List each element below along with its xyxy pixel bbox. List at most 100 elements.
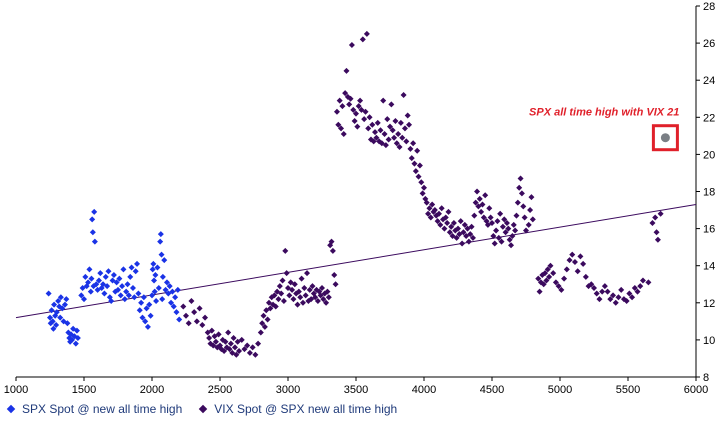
vix-point [279, 277, 286, 284]
x-tick-label: 6000 [684, 384, 708, 396]
vix-point [615, 294, 622, 301]
vix-point [441, 225, 448, 232]
vix-point [370, 138, 377, 145]
vix-point [493, 227, 500, 234]
vix-point [212, 338, 219, 345]
vix-point [208, 327, 215, 334]
vix-point [363, 30, 370, 37]
vix-point [468, 223, 475, 230]
vix-point [547, 262, 554, 269]
vix-point [476, 195, 483, 202]
spx-point [163, 279, 170, 286]
spx-point [55, 297, 62, 304]
vix-point [544, 266, 551, 273]
vix-point [382, 142, 389, 149]
legend-item-vix: VIX Spot @ SPX new all time high [196, 402, 397, 416]
vix-point [582, 273, 589, 280]
vix-point [206, 335, 213, 342]
spx-point [170, 303, 177, 310]
highlight-point [660, 133, 670, 143]
vix-point [543, 277, 550, 284]
annotation-label: SPX all time high with VIX 21 [529, 107, 679, 119]
vix-point [626, 290, 633, 297]
spx-point [174, 286, 181, 293]
vix-point [563, 266, 570, 273]
vix-point [528, 194, 535, 201]
vix-point [283, 270, 290, 277]
vix-point [434, 218, 441, 225]
spx-point [149, 292, 155, 299]
spx-point [104, 283, 111, 290]
vix-point [410, 140, 417, 147]
vix-point [599, 288, 606, 295]
vix-point [438, 205, 445, 212]
spx-point [149, 266, 156, 273]
vix-point [426, 205, 433, 212]
vix-point [411, 160, 418, 167]
spx-point [81, 296, 87, 303]
vix-point [328, 238, 335, 245]
spx-point [157, 231, 164, 238]
vix-point [249, 344, 256, 351]
vix-point [445, 208, 452, 215]
spx-point [143, 305, 150, 312]
vix-point [335, 121, 342, 128]
vix-point [199, 322, 206, 329]
vix-point [580, 260, 587, 267]
vix-point [400, 92, 407, 99]
spx-point [47, 314, 53, 321]
vix-point [306, 286, 313, 293]
vix-point [351, 118, 358, 125]
spx-point [108, 297, 115, 304]
vix-point [272, 303, 279, 310]
vix-point [403, 138, 410, 145]
vix-point [348, 41, 355, 48]
spx-point [139, 314, 146, 321]
vix-point [309, 283, 316, 290]
vix-point [467, 231, 474, 238]
vix-point [561, 275, 568, 282]
vix-point [591, 284, 597, 291]
spx-point [57, 314, 64, 321]
vix-point [339, 103, 346, 110]
spx-point [97, 270, 104, 277]
vix-point [491, 240, 498, 247]
vix-point [418, 179, 425, 186]
spx-point [129, 284, 136, 291]
vix-point [406, 121, 413, 128]
vix-point [404, 112, 411, 119]
y-tick-label: 28 [703, 1, 715, 13]
vix-point [299, 299, 306, 306]
x-tick-label: 2000 [140, 384, 164, 396]
vix-point [399, 134, 406, 141]
spx-point [91, 238, 98, 245]
vix-point [282, 247, 289, 254]
x-tick-label: 4500 [480, 384, 504, 396]
vix-point [290, 296, 297, 303]
spx-point [95, 277, 102, 284]
spx-point [53, 322, 60, 329]
vix-point [465, 238, 472, 245]
spx-point [91, 208, 98, 215]
vix-point [238, 336, 245, 343]
spx-point [57, 294, 64, 301]
vix-point [523, 227, 529, 234]
vix-point [414, 147, 421, 154]
spx-point [127, 273, 134, 280]
vix-point [385, 136, 392, 143]
vix-point [280, 297, 287, 304]
vix-point [355, 103, 362, 110]
vix-point [298, 275, 305, 282]
data-points [45, 30, 670, 358]
spx-point [158, 251, 165, 258]
vix-point [342, 90, 349, 97]
y-tick-label: 12 [703, 298, 715, 310]
vix-point [314, 297, 321, 304]
spx-point [88, 275, 95, 282]
spx-point [144, 323, 151, 330]
vix-point [612, 299, 619, 306]
vix-point [542, 270, 549, 277]
vix-point [525, 221, 532, 228]
vix-point [457, 218, 464, 225]
vix-point [412, 168, 419, 175]
